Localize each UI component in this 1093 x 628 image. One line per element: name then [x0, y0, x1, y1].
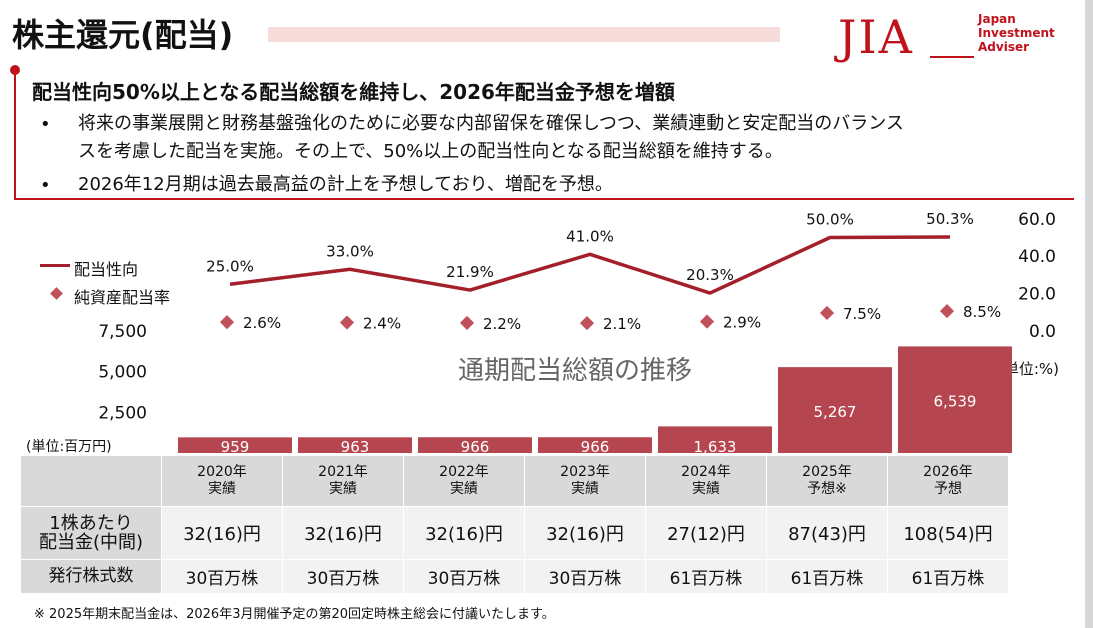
payout-ratio-label: 25.0% — [206, 257, 254, 275]
logo-mark: JIA — [838, 10, 914, 64]
table-header-cell: 2022年 実績 — [403, 455, 525, 507]
bar-value-label: 1,633 — [694, 438, 737, 456]
dividend-bar — [418, 437, 532, 453]
table-cell: 61百万株 — [887, 559, 1009, 594]
payout-ratio-label: 50.3% — [926, 210, 974, 228]
table-cell: 30百万株 — [161, 559, 283, 594]
payout-ratio-label: 20.3% — [686, 266, 734, 284]
legend-label-doe: 純資産配当率 — [74, 288, 171, 307]
table-row-dividend: 1株あたり 配当金(中間) 32(16)円 32(16)円 32(16)円 32(… — [20, 506, 1009, 560]
table-header-cell: 2024年 実績 — [645, 455, 767, 507]
table-header-row: 2020年 実績 2021年 実績 2022年 実績 2023年 実績 2024年 実績 … — [20, 455, 1009, 507]
bar-value-label: 5,267 — [814, 403, 857, 421]
row-label-dividend: 1株あたり 配当金(中間) — [20, 506, 162, 560]
table-cell: 32(16)円 — [282, 506, 404, 560]
table-header-cell: 2021年 実績 — [282, 455, 404, 507]
dividend-bar — [298, 437, 412, 453]
company-logo: JIA Japan Investment Adviser — [838, 10, 1058, 66]
doe-marker — [339, 315, 355, 330]
doe-marker — [219, 315, 235, 330]
dividend-bar — [898, 346, 1012, 453]
bullet-item-1: 将来の事業展開と財務基盤強化のために必要な内部留保を確保しつつ、業績連動と安定配… — [78, 113, 904, 162]
summary-frame-bottom — [14, 198, 1074, 200]
bar-value-label: 966 — [461, 438, 490, 456]
footnote: ※ 2025年期末配当金は、2026年3月開催予定の第20回定時株主総会に付議い… — [34, 607, 555, 622]
right-edge-strip — [1085, 0, 1093, 628]
table-cell: 32(16)円 — [403, 506, 525, 560]
table-header-cell: 2023年 実績 — [524, 455, 646, 507]
payout-ratio-label: 50.0% — [806, 211, 854, 229]
table-cell: 30百万株 — [403, 559, 525, 594]
payout-ratio-label: 21.9% — [446, 263, 494, 281]
logo-text: Japan Investment Adviser — [978, 12, 1055, 54]
table-cell: 30百万株 — [282, 559, 404, 594]
doe-value-label: 7.5% — [843, 305, 881, 323]
chart-title: 通期配当総額の推移 — [458, 356, 693, 386]
bullet-marker: • — [40, 175, 51, 196]
doe-value-label: 2.9% — [723, 314, 761, 332]
table-header-cell: 2020年 実績 — [161, 455, 283, 507]
line-unit-label: (単位:%) — [998, 360, 1060, 378]
legend-label-payout: 配当性向 — [74, 260, 139, 279]
table-row-shares: 発行株式数 30百万株 30百万株 30百万株 30百万株 61百万株 61百万… — [20, 559, 1009, 594]
bar-value-label: 959 — [221, 438, 250, 456]
table-header-cell: 2025年 予想※ — [766, 455, 888, 507]
table-cell: 32(16)円 — [161, 506, 283, 560]
y-right-tick-label: 0.0 — [1029, 322, 1056, 342]
doe-value-label: 2.2% — [483, 315, 521, 333]
doe-marker — [699, 314, 715, 329]
logo-underline — [930, 56, 974, 58]
dividend-bar — [538, 437, 652, 453]
bar-unit-label: (単位:百万円) — [26, 439, 112, 455]
doe-marker — [939, 304, 955, 319]
doe-marker — [819, 305, 835, 321]
table-cell: 108(54)円 — [887, 506, 1009, 560]
payout-ratio-label: 41.0% — [566, 227, 614, 245]
doe-marker — [579, 316, 595, 331]
bar-value-label: 963 — [341, 438, 370, 456]
table-cell: 61百万株 — [645, 559, 767, 594]
table-cell: 27(12)円 — [645, 506, 767, 560]
payout-ratio-line — [229, 235, 951, 295]
y-left-tick-label: 7,500 — [98, 322, 147, 342]
table-corner — [20, 455, 162, 507]
doe-value-label: 2.6% — [243, 314, 281, 332]
doe-value-label: 8.5% — [963, 303, 1001, 321]
bullet-marker: • — [40, 114, 51, 135]
doe-marker — [459, 315, 475, 330]
y-right-tick-label: 40.0 — [1018, 247, 1056, 267]
table-cell: 32(16)円 — [524, 506, 646, 560]
table-cell: 30百万株 — [524, 559, 646, 594]
dividend-bar — [778, 367, 892, 453]
table-cell: 61百万株 — [766, 559, 888, 594]
title-accent-band — [268, 27, 780, 42]
legend-line-swatch — [40, 264, 70, 267]
summary-frame-left — [14, 70, 16, 200]
doe-value-label: 2.4% — [363, 315, 401, 333]
y-right-tick-label: 20.0 — [1018, 285, 1056, 305]
dividend-bar — [658, 426, 772, 453]
y-right-tick-label: 60.0 — [1018, 210, 1056, 230]
doe-value-label: 2.1% — [603, 315, 641, 333]
summary-headline: 配当性向50%以上となる配当総額を維持し、2026年配当金予想を増額 — [32, 80, 675, 104]
y-left-tick-label: 2,500 — [98, 403, 147, 423]
row-label-shares: 発行株式数 — [20, 559, 162, 594]
dividend-bar — [178, 437, 292, 453]
bar-value-label: 6,539 — [934, 393, 977, 411]
bar-value-label: 966 — [581, 438, 610, 456]
bullet-item-2: 2026年12月期は過去最高益の計上を予想しており、増配を予想。 — [78, 174, 613, 195]
payout-ratio-label: 33.0% — [326, 242, 374, 260]
table-header-cell: 2026年 予想 — [887, 455, 1009, 507]
y-left-tick-label: 5,000 — [98, 363, 147, 383]
dividend-table: 2020年 実績 2021年 実績 2022年 実績 2023年 実績 2024年 実績 … — [20, 455, 1009, 594]
page-title: 株主還元(配当) — [12, 16, 234, 54]
table-cell: 87(43)円 — [766, 506, 888, 560]
